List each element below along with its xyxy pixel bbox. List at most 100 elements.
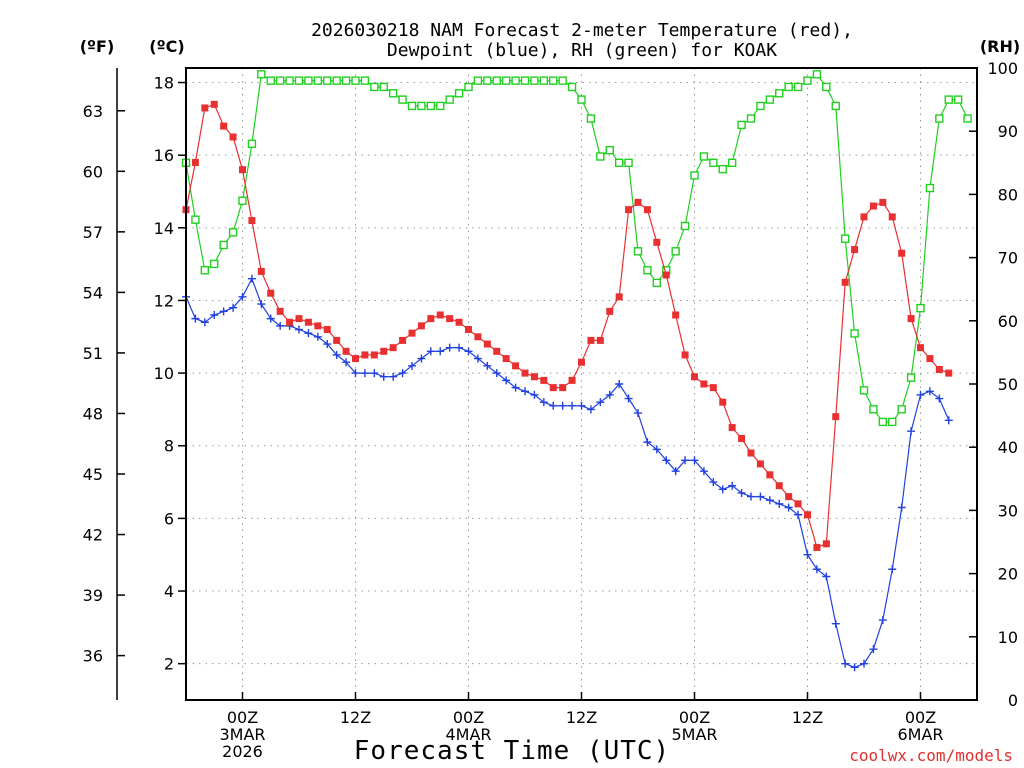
data-point — [926, 355, 934, 363]
data-point — [370, 369, 379, 378]
data-point — [756, 460, 764, 468]
data-point — [737, 120, 746, 130]
data-point — [360, 369, 369, 378]
data-point — [380, 347, 388, 355]
data-point — [502, 376, 511, 385]
data-point — [794, 510, 803, 519]
data-point — [587, 336, 595, 344]
rh-tick-label: 30 — [998, 501, 1018, 520]
celsius-tick-label: 14 — [154, 219, 174, 238]
data-point — [238, 292, 247, 301]
data-point — [662, 271, 670, 279]
data-point — [945, 369, 953, 377]
data-point — [794, 500, 802, 508]
x-axis-title: Forecast Time (UTC) — [354, 736, 670, 766]
data-point — [944, 416, 953, 425]
data-point — [643, 266, 652, 275]
rh-tick-label: 100 — [987, 59, 1018, 78]
time-tick-label: 2026 — [222, 742, 263, 761]
fahrenheit-tick-label: 57 — [83, 223, 103, 242]
time-tick-label: 00Z — [453, 708, 484, 727]
credit-text: coolwx.com/models — [849, 746, 1013, 765]
data-point — [784, 82, 793, 92]
data-point — [436, 101, 445, 111]
data-point — [841, 659, 850, 668]
data-point — [775, 482, 783, 490]
fahrenheit-unit-label: (ºF) — [80, 37, 115, 56]
data-point — [916, 390, 925, 399]
data-point — [549, 384, 557, 392]
data-point — [672, 311, 680, 319]
data-point — [643, 206, 651, 214]
rh-tick-label: 50 — [998, 375, 1018, 394]
data-point — [304, 76, 313, 85]
data-point — [464, 347, 473, 356]
data-point — [445, 95, 454, 104]
fahrenheit-tick-label: 48 — [83, 404, 103, 423]
data-point — [775, 499, 784, 508]
data-point — [935, 114, 944, 123]
rh-tick-label: 80 — [998, 185, 1018, 204]
data-point — [615, 380, 624, 388]
data-point — [501, 76, 511, 85]
data-point — [228, 228, 238, 237]
data-point — [709, 478, 718, 487]
data-point — [624, 394, 633, 403]
data-point — [935, 394, 944, 403]
data-point — [201, 104, 209, 112]
data-point — [388, 89, 398, 98]
data-point — [652, 278, 662, 288]
data-point — [294, 76, 304, 85]
celsius-tick-label: 2 — [164, 655, 174, 674]
grid-lines — [186, 68, 977, 700]
data-point — [540, 376, 548, 384]
data-point — [530, 373, 538, 381]
rh-tick-label: 60 — [998, 312, 1018, 331]
data-point — [361, 351, 369, 359]
data-point — [446, 315, 454, 323]
data-point — [766, 471, 774, 479]
celsius-tick-label: 18 — [154, 74, 174, 93]
data-point — [681, 351, 689, 359]
data-point — [191, 215, 200, 224]
data-point — [539, 398, 548, 407]
data-point — [944, 95, 953, 104]
data-point — [869, 645, 878, 654]
data-point — [691, 373, 698, 381]
data-point — [718, 164, 727, 174]
data-point — [746, 114, 756, 123]
data-point — [907, 427, 916, 436]
data-point — [219, 240, 228, 250]
data-point — [596, 336, 604, 344]
data-point — [266, 314, 275, 323]
data-point — [615, 293, 623, 301]
data-point — [652, 445, 661, 454]
data-point — [473, 354, 482, 363]
data-point — [341, 76, 351, 85]
data-point — [860, 213, 868, 221]
data-point — [295, 315, 303, 323]
data-point — [229, 303, 238, 312]
data-point — [756, 492, 765, 501]
data-point — [455, 343, 464, 352]
data-point — [567, 82, 577, 92]
data-point — [709, 384, 717, 392]
data-point — [831, 619, 840, 628]
data-point — [408, 329, 416, 337]
data-point — [276, 307, 284, 315]
data-point — [483, 340, 491, 348]
data-point — [239, 166, 246, 174]
data-point — [436, 347, 445, 356]
data-point — [219, 307, 228, 316]
data-point — [614, 158, 624, 168]
data-point — [888, 213, 896, 221]
data-point — [841, 278, 849, 286]
data-point — [521, 369, 529, 377]
data-point — [813, 543, 821, 551]
data-point — [210, 259, 219, 269]
data-point — [257, 267, 265, 275]
data-point — [662, 456, 671, 465]
data-point — [304, 329, 313, 338]
